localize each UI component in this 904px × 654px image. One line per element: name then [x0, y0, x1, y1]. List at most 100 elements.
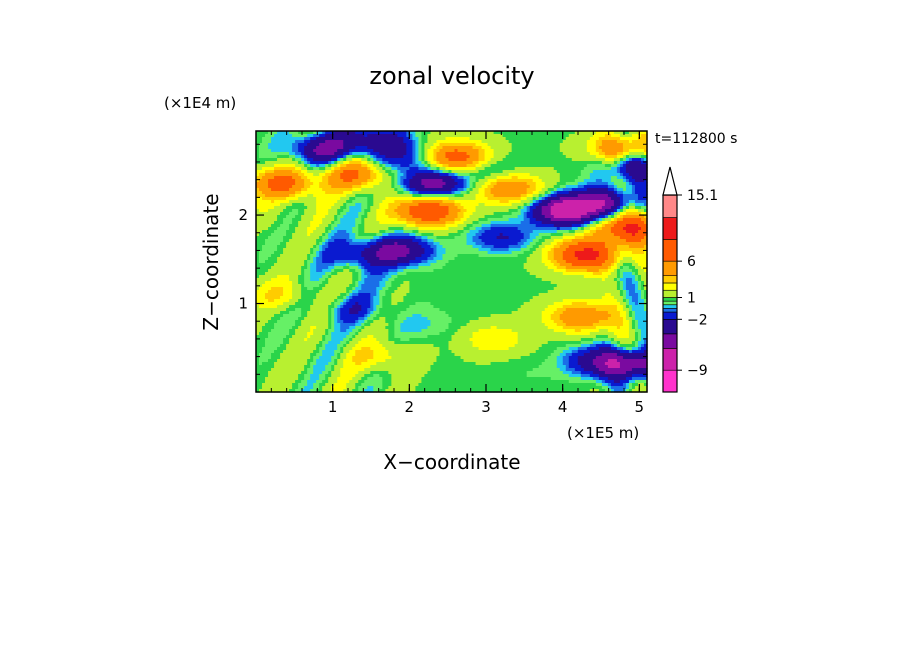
- field-cell: [325, 245, 329, 249]
- field-cell: [580, 236, 585, 240]
- field-cell: [415, 209, 420, 213]
- field-cell: [403, 239, 407, 243]
- field-cell: [334, 185, 338, 189]
- field-cell: [538, 215, 543, 219]
- field-cell: [367, 134, 371, 138]
- field-cell: [532, 218, 537, 222]
- field-cell: [619, 215, 624, 219]
- field-cell: [289, 134, 293, 138]
- field-cell: [565, 131, 570, 135]
- field-cell: [592, 233, 597, 237]
- field-cell: [532, 170, 537, 174]
- field-cell: [424, 179, 429, 183]
- field-cell: [466, 182, 471, 186]
- field-cell: [415, 185, 420, 189]
- field-cell: [526, 182, 531, 186]
- field-cell: [478, 212, 483, 216]
- field-cell: [541, 146, 546, 150]
- field-cell: [277, 188, 281, 192]
- field-cell: [535, 242, 540, 246]
- field-cell: [286, 224, 290, 228]
- field-cell: [616, 161, 621, 165]
- field-cell: [373, 179, 377, 183]
- field-cell: [493, 227, 498, 231]
- field-cell: [421, 167, 426, 171]
- field-cell: [361, 155, 365, 159]
- field-cell: [484, 188, 489, 192]
- field-cell: [544, 146, 549, 150]
- field-cell: [379, 194, 383, 198]
- field-cell: [475, 194, 480, 198]
- field-cell: [421, 236, 426, 240]
- field-cell: [307, 200, 311, 204]
- field-cell: [289, 188, 293, 192]
- field-cell: [520, 206, 525, 210]
- field-cell: [577, 209, 582, 213]
- field-cell: [382, 218, 386, 222]
- field-cell: [352, 152, 356, 156]
- field-cell: [622, 239, 627, 243]
- field-cell: [613, 242, 618, 246]
- field-cell: [556, 200, 561, 204]
- field-cell: [586, 188, 591, 192]
- field-cell: [256, 158, 260, 162]
- field-cell: [601, 155, 606, 159]
- field-cell: [580, 206, 585, 210]
- field-cell: [511, 239, 516, 243]
- field-cell: [538, 152, 543, 156]
- field-cell: [568, 218, 573, 222]
- field-cell: [307, 134, 311, 138]
- field-cell: [292, 161, 296, 165]
- field-cell: [331, 236, 335, 240]
- field-cell: [409, 182, 413, 186]
- field-cell: [460, 182, 465, 186]
- field-cell: [265, 209, 269, 213]
- field-cell: [484, 224, 489, 228]
- field-cell: [367, 161, 371, 165]
- field-cell: [328, 227, 332, 231]
- field-cell: [529, 170, 534, 174]
- field-cell: [571, 221, 576, 225]
- field-cell: [388, 167, 392, 171]
- field-cell: [442, 197, 447, 201]
- field-cell: [310, 173, 314, 177]
- field-cell: [589, 206, 594, 210]
- field-cell: [394, 188, 398, 192]
- field-cell: [595, 212, 600, 216]
- field-cell: [259, 131, 263, 135]
- field-cell: [493, 158, 498, 162]
- field-cell: [535, 170, 540, 174]
- field-cell: [331, 221, 335, 225]
- field-cell: [625, 197, 630, 201]
- field-cell: [508, 182, 513, 186]
- field-cell: [511, 179, 516, 183]
- field-cell: [562, 155, 567, 159]
- field-cell: [316, 134, 320, 138]
- field-cell: [544, 143, 549, 147]
- field-cell: [295, 227, 299, 231]
- field-cell: [550, 215, 555, 219]
- field-cell: [319, 224, 323, 228]
- field-cell: [424, 200, 429, 204]
- field-cell: [340, 194, 344, 198]
- field-cell: [643, 134, 648, 138]
- field-cell: [571, 227, 576, 231]
- field-cell: [433, 143, 438, 147]
- field-cell: [391, 134, 395, 138]
- field-cell: [469, 212, 474, 216]
- field-cell: [625, 230, 630, 234]
- field-cell: [637, 152, 642, 156]
- field-cell: [535, 221, 540, 225]
- field-cell: [487, 188, 492, 192]
- field-cell: [493, 242, 498, 246]
- field-cell: [406, 221, 410, 225]
- field-cell: [427, 134, 432, 138]
- field-cell: [364, 218, 368, 222]
- field-cell: [376, 203, 380, 207]
- field-cell: [520, 200, 525, 204]
- field-cell: [454, 149, 459, 153]
- field-cell: [475, 173, 480, 177]
- field-cell: [271, 215, 275, 219]
- field-cell: [529, 215, 534, 219]
- field-cell: [376, 143, 380, 147]
